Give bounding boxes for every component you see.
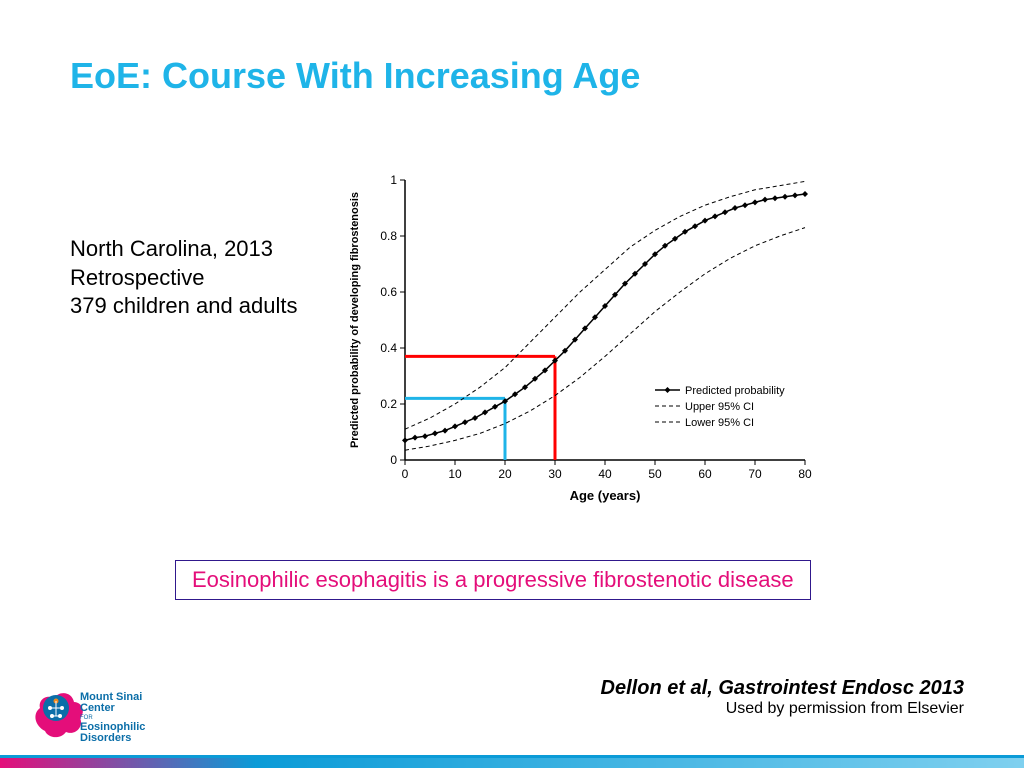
svg-text:Upper 95% CI: Upper 95% CI [685, 401, 754, 413]
svg-text:10: 10 [448, 467, 462, 481]
svg-text:30: 30 [548, 467, 562, 481]
citation-ref: Dellon et al, Gastrointest Endosc 2013 [601, 677, 964, 700]
key-statement: Eosinophilic esophagitis is a progressiv… [175, 560, 811, 600]
svg-text:0.8: 0.8 [380, 229, 397, 243]
svg-text:Lower 95% CI: Lower 95% CI [685, 417, 754, 429]
svg-text:0.2: 0.2 [380, 397, 397, 411]
svg-text:0.4: 0.4 [380, 341, 397, 355]
svg-text:80: 80 [798, 467, 812, 481]
study-line: Retrospective [70, 264, 298, 293]
svg-text:1: 1 [390, 173, 397, 187]
svg-text:Center: Center [80, 702, 116, 714]
svg-text:0.6: 0.6 [380, 285, 397, 299]
study-line: North Carolina, 2013 [70, 235, 298, 264]
svg-text:Age (years): Age (years) [570, 488, 641, 503]
svg-text:Predicted probability of devel: Predicted probability of developing fibr… [349, 192, 361, 448]
mount-sinai-logo: Mount Sinai Center FOR Eosinophilic Diso… [30, 686, 180, 746]
svg-text:0: 0 [402, 467, 409, 481]
svg-text:70: 70 [748, 467, 762, 481]
svg-text:Predicted probability: Predicted probability [685, 385, 785, 397]
citation-permission: Used by permission from Elsevier [601, 700, 964, 718]
citation: Dellon et al, Gastrointest Endosc 2013 U… [601, 677, 964, 718]
svg-text:0: 0 [390, 453, 397, 467]
slide-title: EoE: Course With Increasing Age [70, 55, 640, 97]
svg-text:50: 50 [648, 467, 662, 481]
footer-bar [0, 748, 1024, 768]
study-info: North Carolina, 2013 Retrospective 379 c… [70, 235, 298, 321]
probability-chart: 0 10 20 30 40 50 60 70 80 0 0.2 0.4 0.6 0.8 1 Age (year… [340, 170, 820, 510]
svg-text:40: 40 [598, 467, 612, 481]
study-line: 379 children and adults [70, 292, 298, 321]
svg-text:Disorders: Disorders [80, 732, 131, 744]
svg-text:60: 60 [698, 467, 712, 481]
svg-text:20: 20 [498, 467, 512, 481]
